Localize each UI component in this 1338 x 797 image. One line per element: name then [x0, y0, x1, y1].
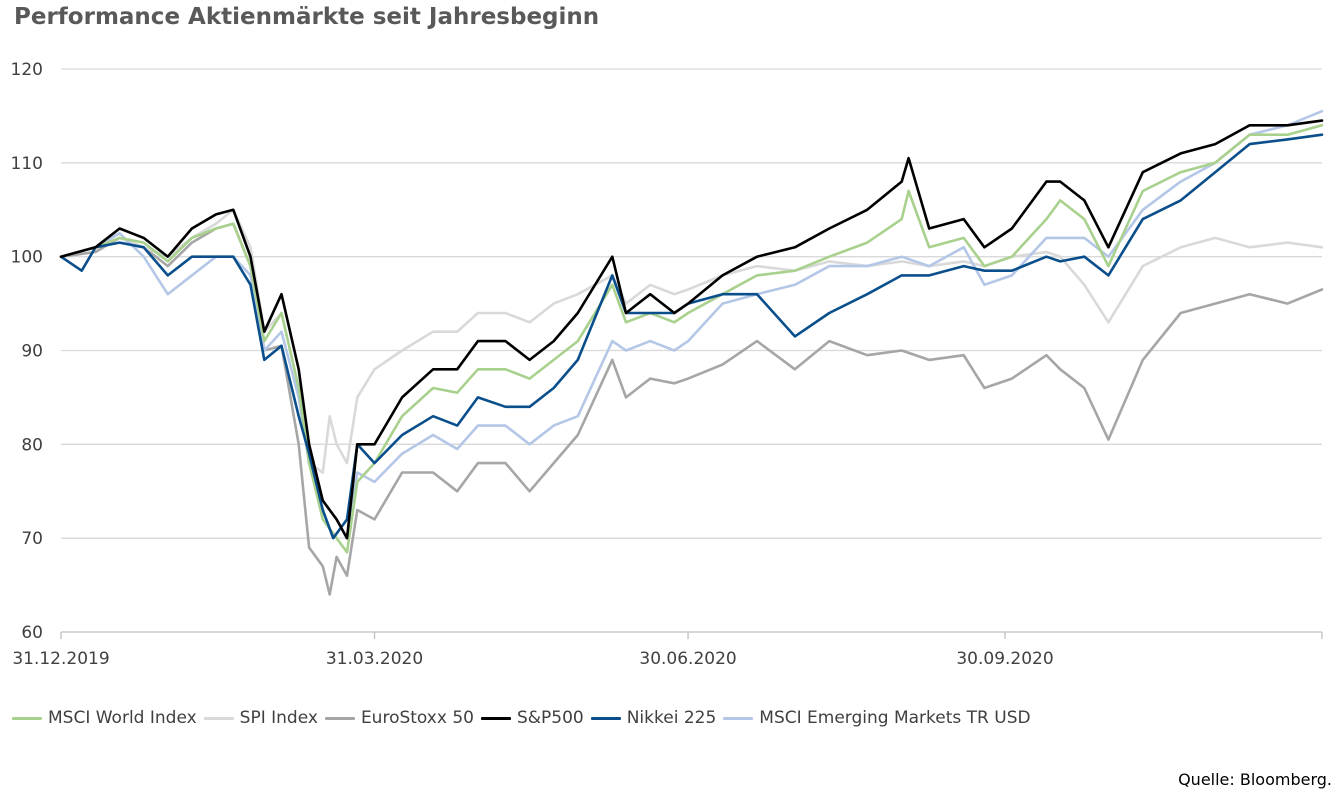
- x-tick-label: 31.12.2019: [12, 649, 109, 669]
- legend-swatch: [590, 716, 621, 720]
- x-tick-label: 30.09.2020: [956, 649, 1053, 669]
- x-axis: 31.12.2019 31.03.2020 30.06.2020 30.09.2020: [12, 631, 1323, 669]
- gridlines: [61, 68, 1322, 539]
- chart-title: Performance Aktienmärkte seit Jahresbegi…: [14, 4, 600, 30]
- y-tick-label: 80: [21, 435, 43, 455]
- legend-item: MSCI World Index: [12, 708, 197, 728]
- series-line-1: [59, 208, 1324, 474]
- series-line-3: [59, 119, 1324, 540]
- legend-item: Nikkei 225: [590, 708, 717, 728]
- legend-label: Nikkei 225: [626, 708, 717, 728]
- legend-label: MSCI World Index: [48, 708, 197, 728]
- x-tick-label: 31.03.2020: [326, 649, 423, 669]
- legend-label: MSCI Emerging Markets TR USD: [759, 708, 1031, 728]
- legend-swatch: [12, 716, 42, 720]
- legend-swatch: [324, 716, 355, 720]
- series-lines: [59, 109, 1324, 596]
- source-note: Quelle: Bloomberg.: [1178, 770, 1332, 789]
- legend: MSCI World Index SPI Index EuroStoxx 50 S&P…: [12, 708, 1038, 728]
- series-line-5: [59, 109, 1324, 540]
- y-tick-label: 110: [11, 154, 43, 174]
- legend-item: MSCI Emerging Markets TR USD: [723, 708, 1031, 728]
- x-tick-label: 30.06.2020: [639, 649, 736, 669]
- legend-item: EuroStoxx 50: [324, 708, 474, 728]
- legend-item: S&P500: [480, 708, 584, 728]
- legend-swatch: [203, 716, 234, 720]
- series-line-4: [59, 133, 1324, 540]
- legend-swatch: [723, 716, 754, 720]
- legend-label: EuroStoxx 50: [360, 708, 474, 728]
- y-tick-label: 120: [11, 60, 43, 80]
- legend-item: SPI Index: [203, 708, 318, 728]
- y-tick-label: 100: [11, 248, 43, 268]
- y-axis-tick-labels: 60 70 80 90 100 110 120: [11, 60, 43, 643]
- series-line-0: [59, 124, 1324, 554]
- legend-label: S&P500: [516, 708, 584, 728]
- legend-label: SPI Index: [239, 708, 318, 728]
- y-tick-label: 70: [21, 529, 43, 549]
- legend-swatch: [480, 716, 511, 720]
- y-tick-label: 60: [21, 623, 43, 643]
- y-tick-label: 90: [21, 342, 43, 362]
